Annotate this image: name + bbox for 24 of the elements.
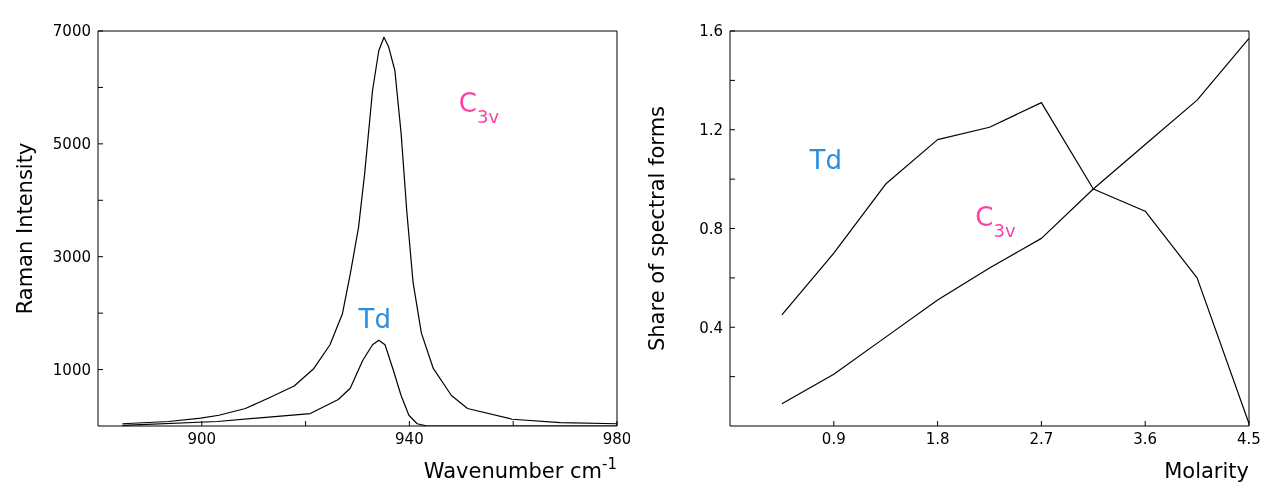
y-tick-label: 0.4	[699, 318, 723, 337]
x-tick-label: 980	[602, 429, 632, 448]
x-tick-label: 940	[395, 429, 424, 448]
y-axis-title: Raman Intensity	[13, 142, 37, 315]
x-axis-title: Molarity	[1164, 459, 1249, 483]
x-tick-label: 2.7	[1029, 429, 1054, 448]
y-tick-label: 3000	[52, 248, 91, 267]
x-tick-label: 900	[187, 429, 217, 448]
y-axis-title: Share of spectral forms	[645, 105, 669, 352]
x-tick-label: 4.5	[1237, 429, 1261, 448]
x-axis-title: Wavenumber cm$^{-1}$	[423, 455, 617, 483]
series-label: C$_{3v}$	[975, 202, 1016, 241]
series-label: Td	[808, 145, 842, 176]
y-tick-label: 7000	[52, 22, 91, 41]
x-tick-label: 1.8	[925, 429, 950, 448]
y-tick-label: 0.8	[699, 219, 723, 238]
text: C$_{3v}$	[458, 88, 500, 127]
y-tick-label: 1000	[52, 360, 91, 379]
y-tick-label: 1.2	[699, 121, 723, 140]
y-tick-label: 5000	[52, 135, 91, 154]
y-tick-label: 1.6	[699, 22, 723, 41]
x-tick-label: 0.9	[821, 429, 846, 448]
series-label: Td	[357, 304, 391, 335]
x-tick-label: 3.6	[1133, 429, 1158, 448]
